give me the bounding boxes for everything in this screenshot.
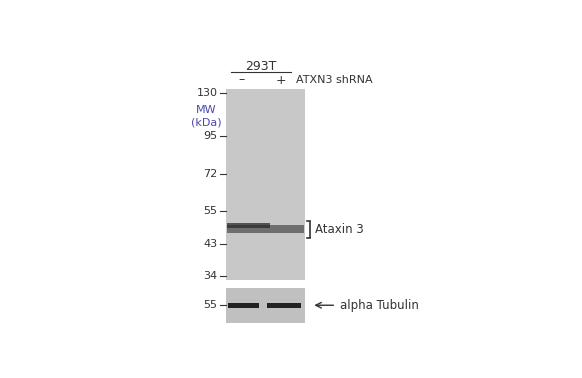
Text: ATXN3 shRNA: ATXN3 shRNA (296, 75, 372, 85)
Text: 130: 130 (197, 88, 218, 98)
Text: 95: 95 (204, 131, 218, 141)
Text: Ataxin 3: Ataxin 3 (314, 223, 363, 236)
Text: –: – (239, 73, 245, 87)
Text: +: + (275, 73, 286, 87)
Bar (226, 89, 305, 280)
Text: 72: 72 (204, 169, 218, 179)
Bar (267, 302, 300, 308)
Bar (228, 302, 260, 308)
Text: MW
(kDa): MW (kDa) (191, 105, 221, 127)
Text: alpha Tubulin: alpha Tubulin (340, 299, 419, 312)
Text: 55: 55 (204, 206, 218, 215)
Bar (226, 288, 305, 322)
Bar (227, 225, 304, 233)
Text: 293T: 293T (246, 60, 277, 73)
Bar (227, 223, 269, 228)
Text: 43: 43 (204, 239, 218, 249)
Text: 34: 34 (204, 271, 218, 281)
Text: 55: 55 (204, 300, 218, 310)
